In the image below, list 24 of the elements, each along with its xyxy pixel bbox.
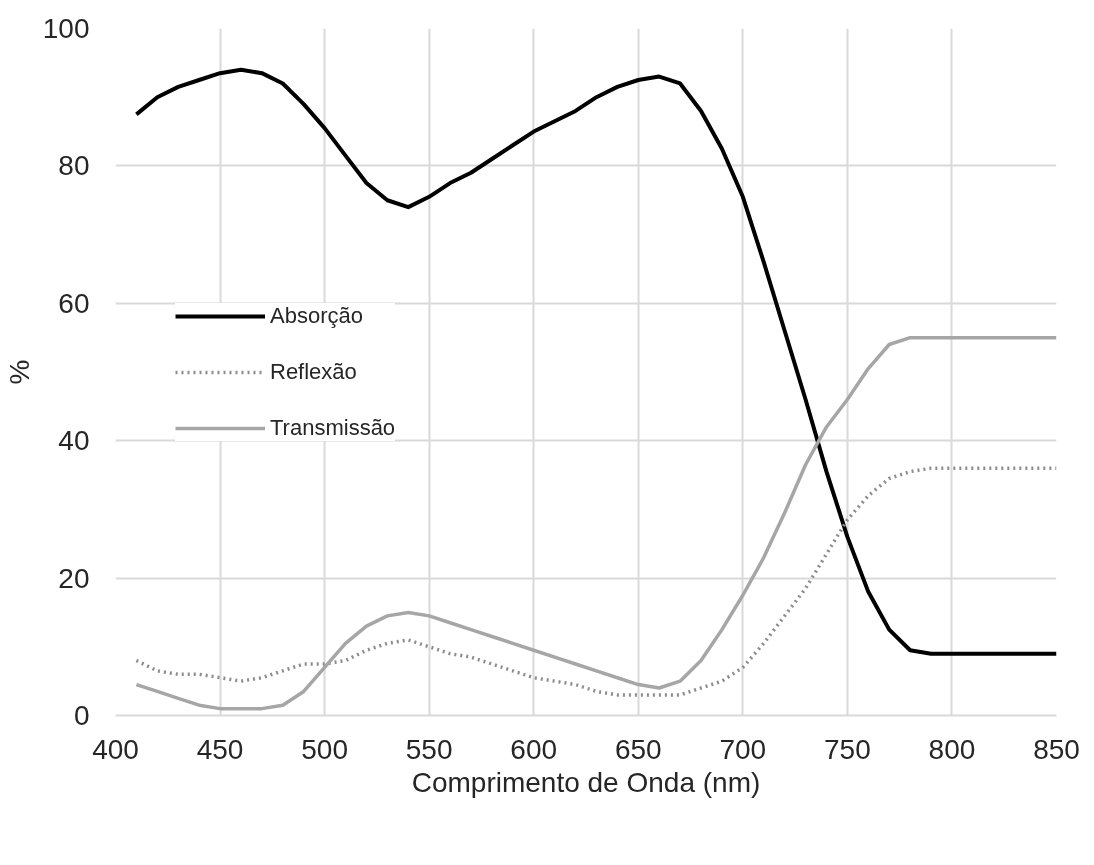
legend-label: Transmissão — [270, 414, 396, 441]
legend-label: Reflexão — [270, 358, 357, 385]
x-tick-label: 550 — [405, 733, 453, 765]
line-series — [134, 335, 1057, 711]
x-tick-label: 750 — [824, 733, 871, 765]
y-tick-label: 100 — [42, 13, 90, 44]
y-tick-label: 60 — [58, 287, 90, 319]
y-tick-label: 40 — [58, 425, 90, 457]
line-series — [134, 67, 1057, 656]
x-tick-label: 650 — [614, 733, 662, 765]
x-tick-label: 600 — [510, 733, 558, 765]
y-tick-label: 20 — [58, 562, 90, 594]
y-tick-label: 0 — [73, 700, 90, 731]
y-axis-title: % — [3, 359, 35, 385]
x-axis-title: Comprimento de Onda (nm) — [411, 766, 761, 798]
x-tick-label: 800 — [928, 733, 976, 765]
x-tick-label: 400 — [92, 733, 139, 765]
y-tick-label: 80 — [58, 150, 90, 182]
x-tick-label: 850 — [1033, 733, 1080, 765]
line-series — [134, 466, 1057, 697]
x-tick-label: 450 — [196, 733, 244, 765]
x-tick-label: 500 — [301, 733, 348, 765]
legend-label: Absorção — [270, 302, 363, 329]
x-tick-label: 700 — [719, 733, 767, 765]
